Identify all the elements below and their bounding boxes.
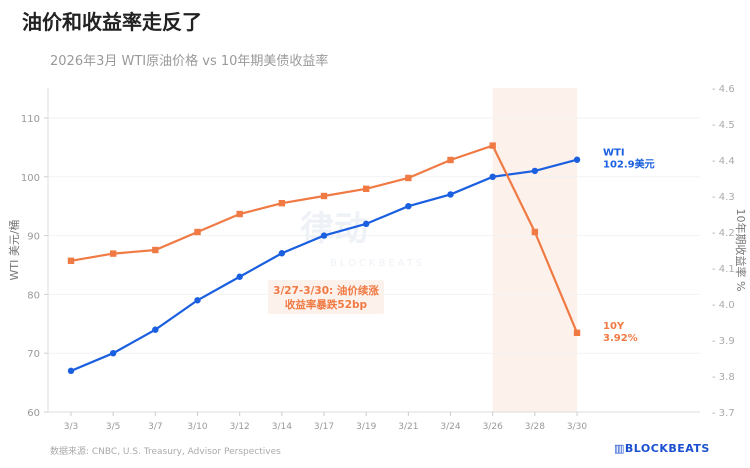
- data-point-10Y: [573, 329, 581, 336]
- data-point-10Y: [236, 210, 243, 218]
- data-point-10Y: [531, 228, 539, 236]
- data-point-WTI: [531, 167, 539, 175]
- y-tick-right: - 4.1: [712, 264, 735, 275]
- end-label-WTI: WTI: [603, 148, 625, 159]
- chart-subtitle: 2026年3月 WTI原油价格 vs 10年期美债收益率: [50, 54, 329, 69]
- data-point-WTI: [405, 203, 412, 210]
- data-point-WTI: [152, 326, 159, 333]
- data-point-WTI: [236, 273, 243, 280]
- y-tick-right: - 3.9: [712, 336, 735, 347]
- data-point-WTI: [447, 191, 454, 198]
- x-tick-label: 3/21: [398, 422, 418, 432]
- data-point-WTI: [320, 232, 328, 239]
- data-point-10Y: [278, 200, 286, 207]
- y-tick-right: - 3.8: [712, 372, 735, 383]
- y-tick-left: 80: [27, 290, 40, 301]
- data-point-WTI: [362, 220, 370, 228]
- y-tick-right: - 4.3: [712, 192, 735, 203]
- data-point-10Y: [152, 246, 159, 254]
- data-point-WTI: [194, 297, 201, 304]
- data-point-10Y: [405, 174, 412, 182]
- end-label-WTI: 102.9美元: [603, 158, 655, 171]
- annotation-text: 3/27-3/30: 油价续涨: [273, 284, 379, 297]
- y-tick-left: 110: [21, 114, 40, 125]
- data-point-10Y: [489, 142, 496, 149]
- end-label-10Y: 3.92%: [603, 333, 638, 344]
- x-tick-label: 3/24: [440, 422, 460, 432]
- data-point-WTI: [109, 350, 117, 357]
- annotation-text: 收益率暴跌52bp: [285, 298, 368, 311]
- x-tick-label: 3/12: [230, 422, 250, 432]
- blockbeats-logo: ▥BLOCKBEATS: [614, 442, 710, 455]
- x-tick-label: 3/14: [272, 422, 292, 432]
- chart-title: 油价和收益率走反了: [22, 10, 202, 34]
- data-point-WTI: [67, 367, 75, 375]
- data-point-10Y: [320, 192, 328, 200]
- data-point-10Y: [67, 257, 75, 264]
- watermark: 律动: [300, 209, 368, 249]
- x-tick-label: 3/30: [567, 422, 587, 432]
- y-axis-left-label: WTI 美元/桶: [7, 219, 21, 280]
- y-tick-left: 60: [27, 408, 40, 419]
- x-tick-label: 3/10: [187, 422, 207, 432]
- x-tick-label: 3/3: [64, 422, 78, 432]
- x-tick-label: 3/28: [525, 422, 545, 432]
- y-tick-right: - 4.2: [712, 228, 735, 239]
- y-tick-right: - 4.0: [712, 300, 735, 311]
- data-point-10Y: [447, 156, 454, 164]
- y-axis-right-label: 10年期收益率 %: [734, 209, 748, 292]
- y-tick-right: - 4.5: [712, 120, 735, 131]
- annotation-box: [268, 280, 384, 314]
- data-point-WTI: [278, 250, 286, 257]
- data-point-WTI: [489, 173, 496, 180]
- y-tick-right: - 4.4: [712, 156, 735, 167]
- y-tick-right: - 4.6: [712, 84, 735, 95]
- y-tick-right: - 3.7: [712, 408, 735, 419]
- data-point-10Y: [362, 185, 370, 192]
- x-tick-label: 3/17: [314, 422, 334, 432]
- watermark: BLOCKBEATS: [330, 258, 425, 269]
- end-label-10Y: 10Y: [603, 321, 625, 332]
- y-tick-left: 90: [27, 232, 40, 243]
- source-note: 数据来源: CNBC, U.S. Treasury, Advisor Persp…: [50, 447, 281, 457]
- logo-text: BLOCKBEATS: [624, 442, 710, 455]
- data-point-10Y: [194, 228, 201, 236]
- x-tick-label: 3/7: [148, 422, 162, 432]
- x-tick-label: 3/5: [106, 422, 120, 432]
- data-point-WTI: [573, 156, 581, 163]
- x-tick-label: 3/19: [356, 422, 376, 432]
- x-tick-label: 3/26: [483, 422, 503, 432]
- data-point-10Y: [109, 250, 117, 257]
- shaded-region: [492, 88, 578, 412]
- y-tick-left: 100: [21, 173, 40, 184]
- y-tick-left: 70: [27, 349, 40, 360]
